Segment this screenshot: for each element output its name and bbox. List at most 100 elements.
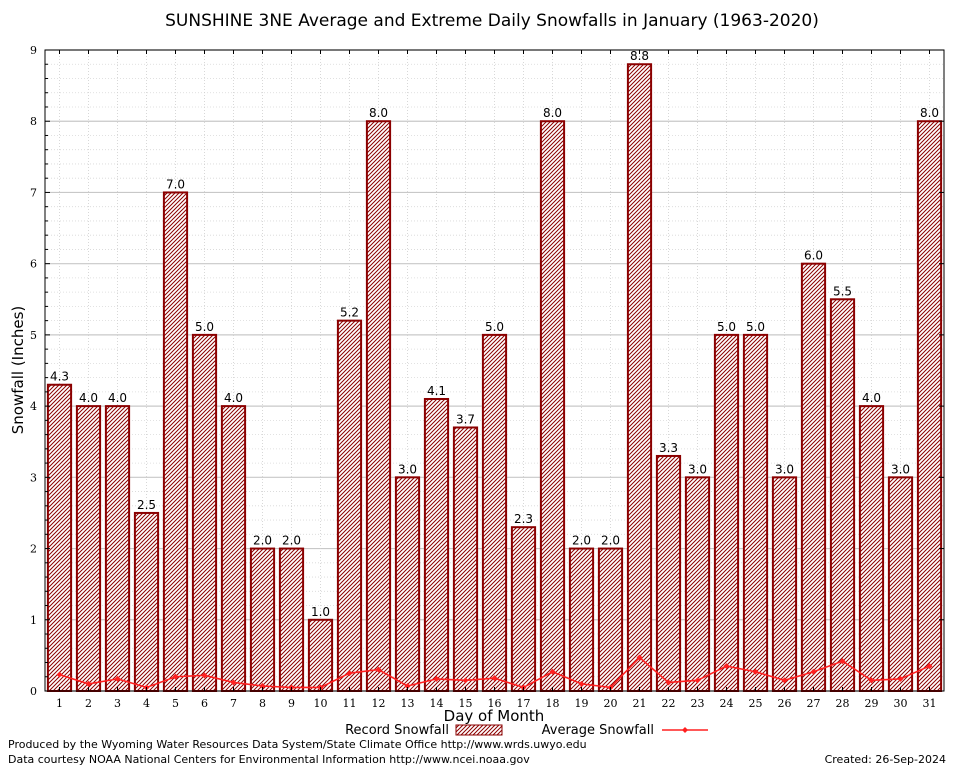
x-tick-label: 28 xyxy=(836,697,850,710)
bar-day-20 xyxy=(597,547,624,692)
bar-value-label: 5.5 xyxy=(833,284,852,298)
x-tick-label: 10 xyxy=(314,697,328,710)
x-tick-label: 14 xyxy=(430,697,444,710)
legend-average-label: Average Snowfall xyxy=(542,723,654,738)
bar-day-1 xyxy=(46,383,73,692)
bar-value-label: 3.0 xyxy=(398,462,417,476)
bar-day-25 xyxy=(742,333,769,692)
average-point-day-28 xyxy=(839,658,846,665)
bar-day-5 xyxy=(162,191,189,692)
bar-day-16 xyxy=(481,333,508,692)
x-tick-label: 29 xyxy=(865,697,879,710)
created-date: Created: 26-Sep-2024 xyxy=(824,753,946,766)
legend-record-label: Record Snowfall xyxy=(345,723,449,738)
y-tick-label: 1 xyxy=(30,614,37,627)
bar-day-4 xyxy=(133,511,160,693)
bar-value-label: 8.0 xyxy=(369,106,388,120)
average-point-day-19 xyxy=(578,680,585,687)
average-point-day-7 xyxy=(230,679,237,686)
bar-day-10 xyxy=(307,618,334,692)
x-tick-label: 30 xyxy=(894,697,908,710)
y-tick-label: 6 xyxy=(30,258,37,271)
x-tick-label: 23 xyxy=(691,697,705,710)
x-tick-label: 2 xyxy=(85,697,92,710)
bar-value-label: 4.1 xyxy=(427,384,446,398)
bar-day-19 xyxy=(568,547,595,692)
average-point-day-24 xyxy=(723,663,730,670)
average-point-day-26 xyxy=(781,677,788,684)
bar-day-18 xyxy=(539,120,566,692)
average-point-day-6 xyxy=(201,672,208,679)
bar-value-label: 6.0 xyxy=(804,249,823,263)
x-tick-label: 25 xyxy=(749,697,763,710)
legend-average-marker xyxy=(682,727,688,733)
bar-value-label: 3.3 xyxy=(659,441,678,455)
bar-value-label: 1.0 xyxy=(311,605,330,619)
average-point-day-11 xyxy=(346,670,353,677)
y-tick-label: 3 xyxy=(30,471,37,484)
bar-value-label: 4.0 xyxy=(108,391,127,405)
bar-day-11 xyxy=(336,319,363,692)
average-point-day-13 xyxy=(404,683,411,690)
x-tick-label: 9 xyxy=(288,697,295,710)
bar-value-label: 8.8 xyxy=(630,49,649,63)
bar-day-28 xyxy=(829,298,856,692)
bar-value-label: 8.0 xyxy=(543,106,562,120)
y-tick-label: 5 xyxy=(30,329,37,342)
bar-value-label: 2.3 xyxy=(514,512,533,526)
average-point-day-2 xyxy=(85,680,92,687)
bar-day-6 xyxy=(191,333,218,692)
credit-line-2: Data courtesy NOAA National Centers for … xyxy=(8,753,530,766)
bar-value-label: 2.0 xyxy=(253,534,272,548)
bar-day-14 xyxy=(423,397,450,692)
x-tick-label: 11 xyxy=(343,697,357,710)
average-point-day-27 xyxy=(810,668,817,675)
bar-day-29 xyxy=(858,405,885,692)
x-tick-label: 17 xyxy=(517,697,531,710)
x-tick-label: 12 xyxy=(372,697,386,710)
bar-value-label: 5.0 xyxy=(195,320,214,334)
bar-day-2 xyxy=(75,405,102,692)
x-tick-label: 18 xyxy=(546,697,560,710)
average-point-day-29 xyxy=(868,677,875,684)
y-tick-label: 4 xyxy=(30,400,37,413)
average-point-day-16 xyxy=(491,675,498,682)
average-point-day-22 xyxy=(665,679,672,686)
average-point-day-15 xyxy=(462,677,469,684)
average-point-day-30 xyxy=(897,675,904,682)
x-tick-label: 3 xyxy=(114,697,121,710)
average-point-day-12 xyxy=(375,666,382,673)
bar-day-24 xyxy=(713,333,740,692)
bar-value-label: 2.0 xyxy=(572,534,591,548)
y-tick-label: 0 xyxy=(30,685,37,698)
bar-value-label: 4.0 xyxy=(862,391,881,405)
average-point-day-31 xyxy=(926,663,933,670)
x-tick-label: 21 xyxy=(633,697,647,710)
x-tick-label: 16 xyxy=(488,697,502,710)
average-point-day-21 xyxy=(636,654,643,661)
x-tick-label: 19 xyxy=(575,697,589,710)
bar-value-label: 2.5 xyxy=(137,498,156,512)
bar-day-17 xyxy=(510,526,537,693)
average-point-day-1 xyxy=(56,671,63,678)
y-axis-label: Snowfall (Inches) xyxy=(9,306,27,434)
bar-value-label: 3.0 xyxy=(775,462,794,476)
bar-value-label: 5.0 xyxy=(746,320,765,334)
bar-day-31 xyxy=(916,120,943,692)
bar-value-label: 3.7 xyxy=(456,412,475,426)
x-tick-label: 6 xyxy=(201,697,208,710)
bar-value-label: 2.0 xyxy=(282,534,301,548)
average-point-day-23 xyxy=(694,677,701,684)
bar-value-label: 4.0 xyxy=(224,391,243,405)
x-tick-label: 13 xyxy=(401,697,415,710)
average-point-day-5 xyxy=(172,673,179,680)
legend-record-swatch xyxy=(455,724,503,736)
bar-value-label: 4.3 xyxy=(50,370,69,384)
x-tick-label: 7 xyxy=(230,697,237,710)
bar-day-15 xyxy=(452,426,479,692)
bar-value-label: 3.0 xyxy=(688,462,707,476)
x-tick-label: 22 xyxy=(662,697,676,710)
x-tick-label: 31 xyxy=(923,697,937,710)
average-point-day-3 xyxy=(114,675,121,682)
